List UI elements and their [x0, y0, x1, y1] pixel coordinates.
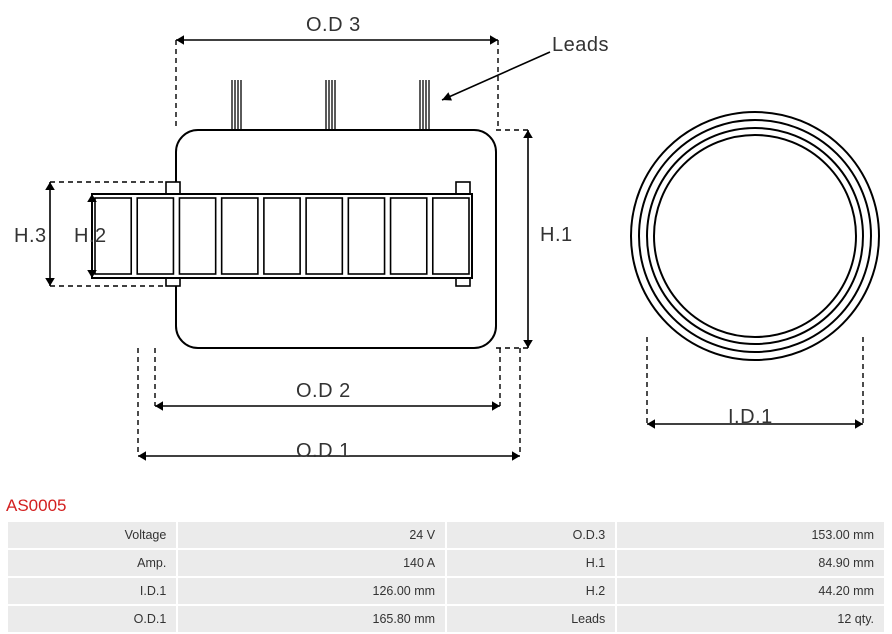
- label-h3: H.3: [14, 225, 47, 248]
- spec-key: H.1: [447, 550, 615, 576]
- spec-value: 12 qty.: [617, 606, 884, 632]
- label-od3: O.D 3: [306, 14, 361, 37]
- label-od1: O.D 1: [296, 440, 351, 463]
- label-od2: O.D 2: [296, 380, 351, 403]
- spec-key: O.D.1: [8, 606, 176, 632]
- part-code: AS0005: [6, 496, 67, 516]
- spec-key: I.D.1: [8, 578, 176, 604]
- spec-value: 153.00 mm: [617, 522, 884, 548]
- spec-key: H.2: [447, 578, 615, 604]
- table-row: I.D.1126.00 mmH.244.20 mm: [8, 578, 884, 604]
- diagram-area: O.D 3 Leads H.1 H.2 H.3 O.D 2 O.D 1 I.D.…: [0, 0, 892, 490]
- spec-key: Amp.: [8, 550, 176, 576]
- label-h1: H.1: [540, 224, 573, 247]
- spec-key: Voltage: [8, 522, 176, 548]
- label-id1: I.D.1: [728, 406, 773, 429]
- spec-value: 24 V: [178, 522, 445, 548]
- table-row: Voltage24 VO.D.3153.00 mm: [8, 522, 884, 548]
- spec-value: 126.00 mm: [178, 578, 445, 604]
- spec-value: 140 A: [178, 550, 445, 576]
- table-row: O.D.1165.80 mmLeads12 qty.: [8, 606, 884, 632]
- spec-value: 44.20 mm: [617, 578, 884, 604]
- spec-value: 165.80 mm: [178, 606, 445, 632]
- spec-key: O.D.3: [447, 522, 615, 548]
- table-row: Amp.140 AH.184.90 mm: [8, 550, 884, 576]
- spec-key: Leads: [447, 606, 615, 632]
- spec-table: Voltage24 VO.D.3153.00 mmAmp.140 AH.184.…: [6, 520, 886, 634]
- spec-value: 84.90 mm: [617, 550, 884, 576]
- label-leads: Leads: [552, 34, 609, 57]
- label-h2: H.2: [74, 225, 107, 248]
